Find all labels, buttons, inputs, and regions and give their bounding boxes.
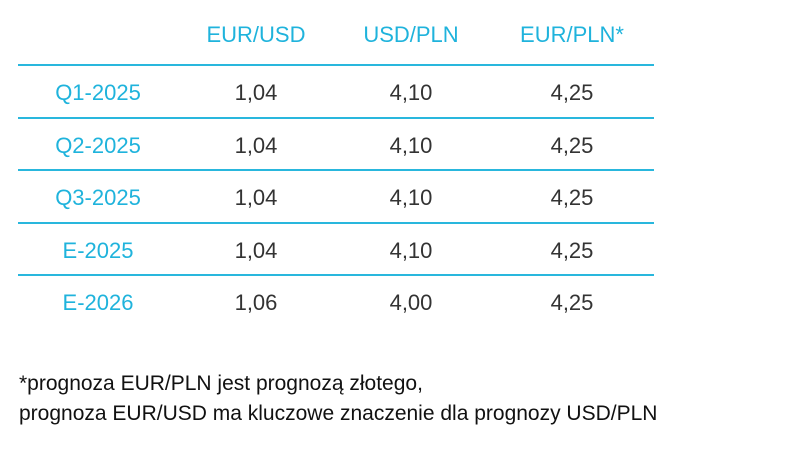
cell-usd-pln: 4,10: [389, 185, 433, 210]
cell-eur-pln: 4,25: [550, 290, 594, 315]
column-header-usd-pln: USD/PLN: [363, 22, 459, 47]
cell-usd-pln: 4,00: [389, 290, 433, 315]
column-header-eur-pln: EUR/PLN*: [520, 22, 624, 47]
cell-eur-pln: 4,25: [550, 80, 594, 105]
column-header-eur-usd: EUR/USD: [206, 22, 306, 47]
row-label: E-2026: [62, 290, 134, 315]
forecast-table: EUR/USD USD/PLN EUR/PLN* Q1-2025 1,04 4,…: [18, 0, 654, 327]
table-row: Q2-2025 1,04 4,10 4,25: [18, 116, 654, 170]
cell-eur-usd: 1,06: [234, 290, 278, 315]
table-row: Q3-2025 1,04 4,10 4,25: [18, 169, 654, 222]
row-label: Q2-2025: [55, 132, 141, 158]
cell-eur-pln: 4,25: [550, 185, 594, 210]
cell-usd-pln: 4,10: [389, 80, 433, 105]
cell-eur-usd: 1,04: [234, 80, 278, 105]
cell-eur-pln: 4,25: [550, 237, 594, 263]
footnote-line-2: prognoza EUR/USD ma kluczowe znaczenie d…: [19, 402, 658, 425]
cell-eur-usd: 1,04: [234, 132, 278, 158]
row-label: Q3-2025: [55, 185, 141, 210]
cell-eur-usd: 1,04: [234, 185, 278, 210]
cell-eur-usd: 1,04: [234, 237, 278, 263]
table-row: E-2026 1,06 4,00 4,25: [18, 274, 654, 327]
footnote-line-1: *prognoza EUR/PLN jest prognozą złotego,: [19, 372, 423, 395]
row-label: Q1-2025: [55, 80, 141, 105]
table-row: E-2025 1,04 4,10 4,25: [18, 221, 654, 275]
table-row: Q1-2025 1,04 4,10 4,25: [18, 64, 654, 117]
cell-usd-pln: 4,10: [389, 132, 433, 158]
cell-usd-pln: 4,10: [389, 237, 433, 263]
cell-eur-pln: 4,25: [550, 132, 594, 158]
table-header-row: EUR/USD USD/PLN EUR/PLN*: [18, 0, 654, 64]
row-label: E-2025: [62, 237, 134, 263]
footnote: *prognoza EUR/PLN jest prognozą złotego,…: [19, 369, 657, 429]
